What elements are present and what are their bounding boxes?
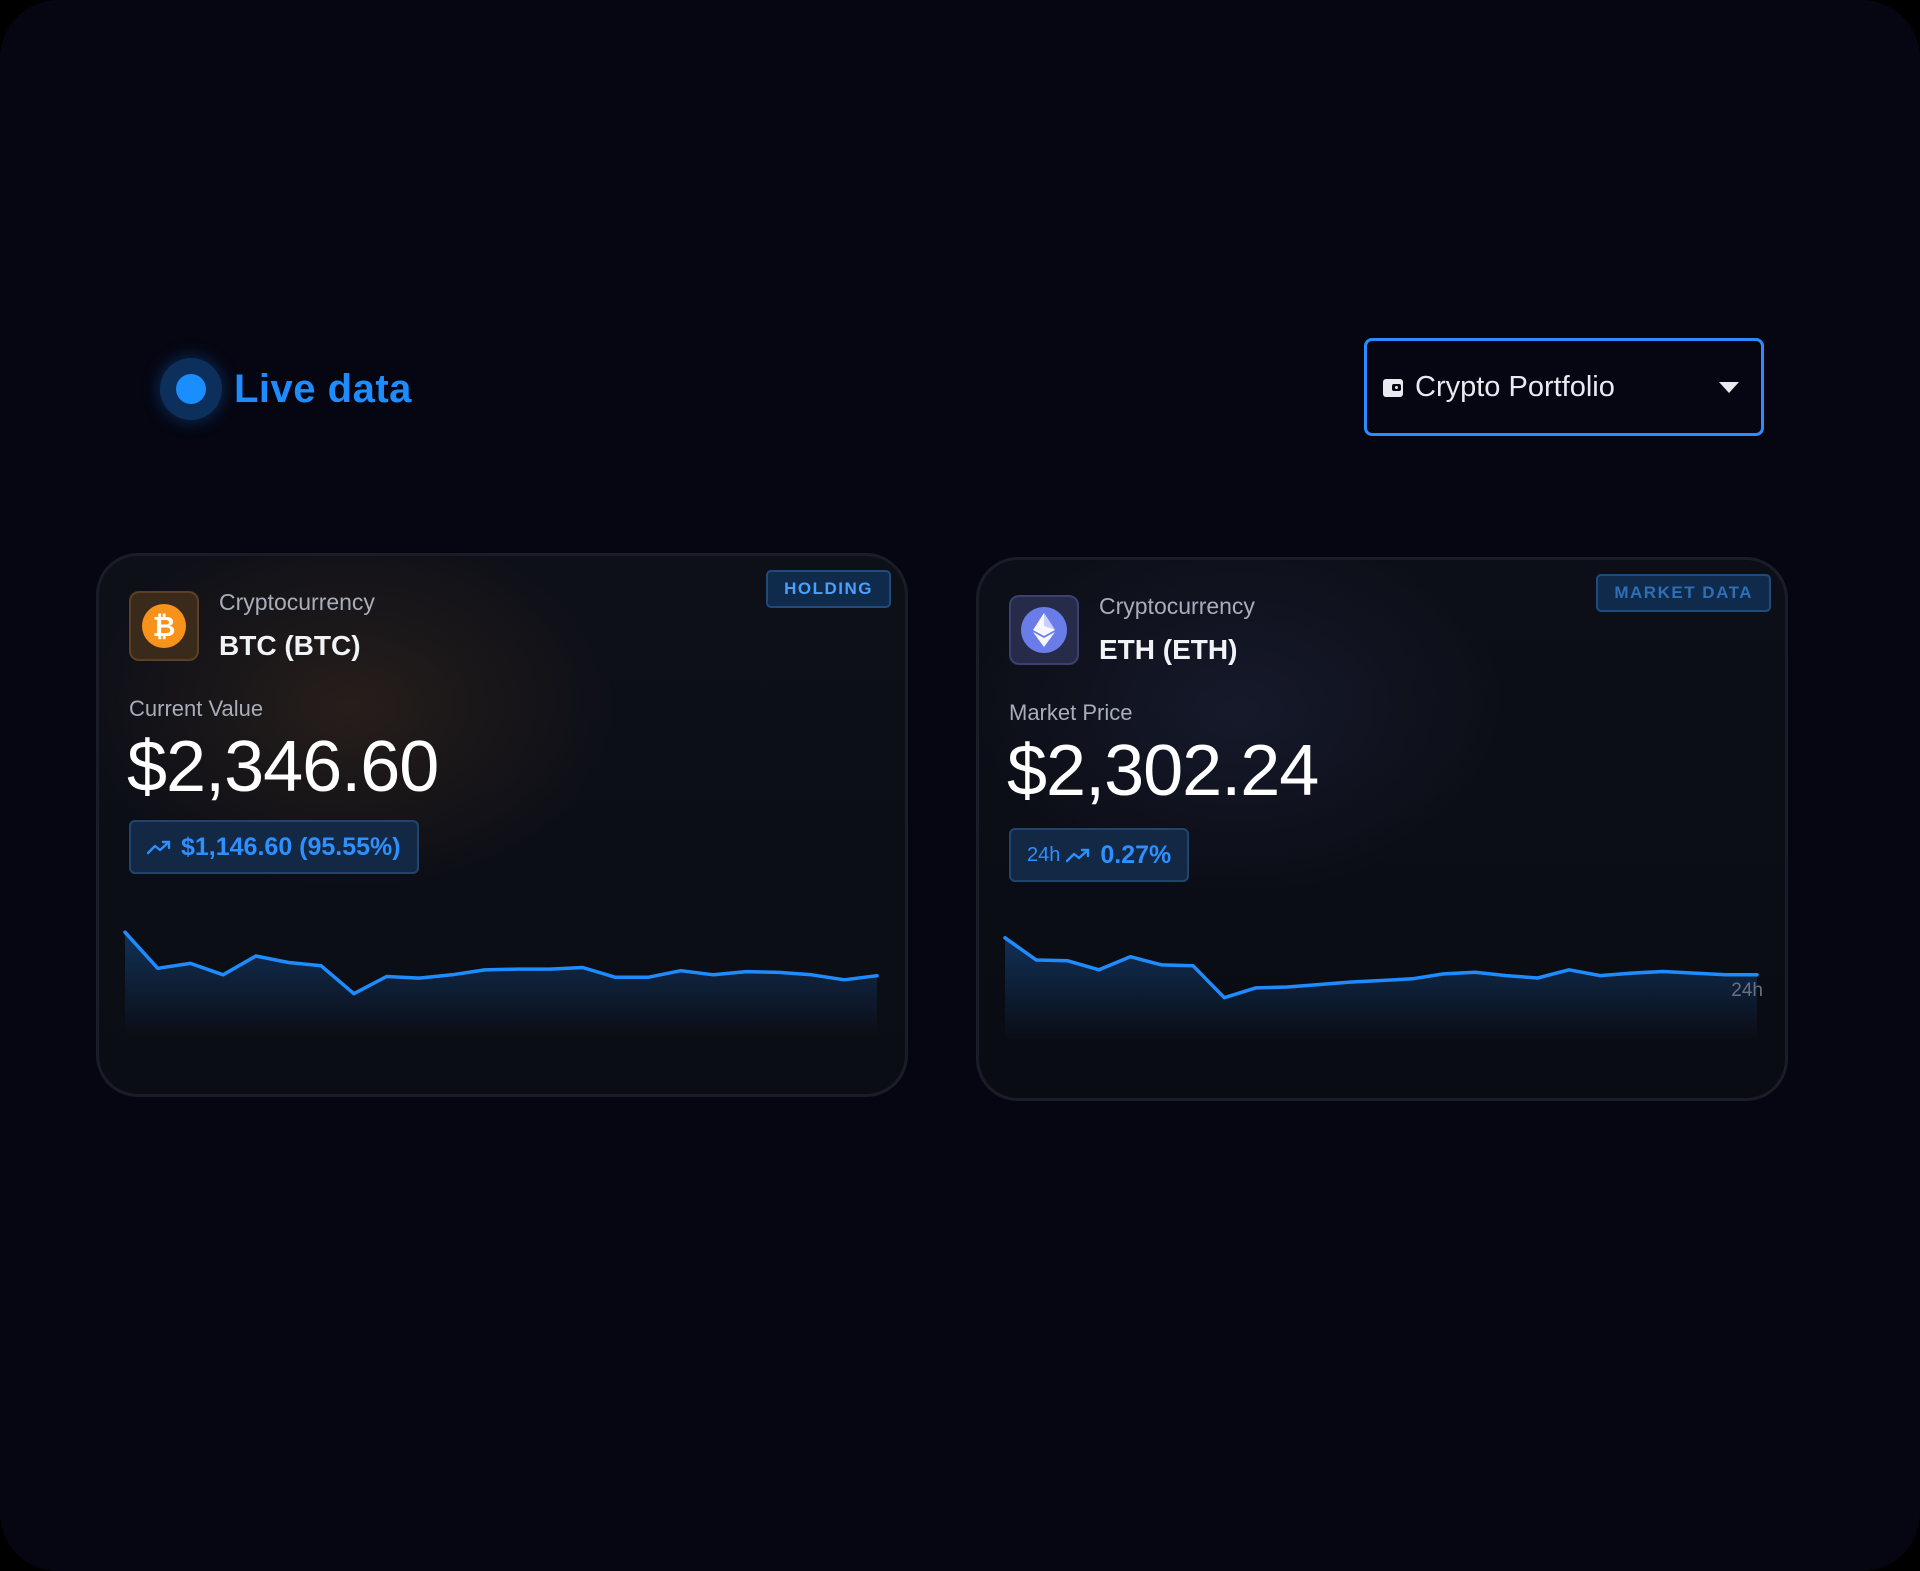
- metric-value: $2,346.60: [127, 727, 439, 807]
- live-indicator: Live data: [160, 358, 412, 420]
- holding-badge: HOLDING: [766, 570, 891, 608]
- trending-up-icon: [1066, 848, 1090, 863]
- trending-up-icon: [147, 840, 171, 855]
- asset-name: ETH (ETH): [1099, 634, 1238, 665]
- metric-label: Market Price: [1009, 700, 1133, 725]
- sparkline-line: [123, 930, 879, 996]
- sparkline-chart: [1003, 936, 1759, 1040]
- coin-badge: [1009, 595, 1079, 665]
- change-badge: 24h 0.27%: [1009, 828, 1190, 882]
- change-badge: $1,146.60 (95.55%): [129, 820, 419, 874]
- asset-name: BTC (BTC): [219, 630, 361, 661]
- bitcoin-icon: ₿: [142, 604, 186, 648]
- metric-label: Current Value: [129, 696, 264, 721]
- sparkline-area: [125, 932, 877, 1036]
- ethereum-icon: [1021, 607, 1067, 653]
- live-label: Live data: [234, 366, 412, 411]
- change-value: $1,146.60 (95.55%): [181, 832, 401, 861]
- sparkline-chart: [123, 930, 879, 1036]
- market-data-badge: MARKET DATA: [1596, 574, 1771, 612]
- asset-card-btc[interactable]: ₿ Cryptocurrency BTC (BTC) HOLDING Curre…: [96, 553, 908, 1097]
- range-label: 24h: [1731, 980, 1763, 1001]
- change-value: 0.27%: [1100, 840, 1172, 869]
- wallet-icon: [1383, 377, 1405, 397]
- portfolio-select[interactable]: Crypto Portfolio: [1364, 338, 1764, 436]
- chevron-down-icon: [1719, 381, 1739, 393]
- coin-badge: ₿: [129, 591, 199, 661]
- portfolio-select-value: Crypto Portfolio: [1415, 370, 1615, 403]
- sparkline-area: [1005, 937, 1757, 1040]
- asset-kind: Cryptocurrency: [1099, 593, 1255, 619]
- live-status-icon: [160, 358, 222, 420]
- asset-card-eth[interactable]: Cryptocurrency ETH (ETH) MARKET DATA Mar…: [976, 557, 1788, 1101]
- metric-value: $2,302.24: [1007, 731, 1319, 811]
- asset-kind: Cryptocurrency: [219, 589, 375, 615]
- change-period: 24h: [1027, 843, 1061, 866]
- sparkline-line: [1003, 936, 1759, 1000]
